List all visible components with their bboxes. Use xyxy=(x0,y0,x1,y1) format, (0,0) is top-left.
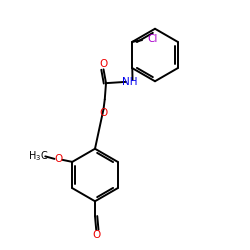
Text: H$_3$C: H$_3$C xyxy=(28,149,49,162)
Text: O: O xyxy=(54,154,63,164)
Text: NH: NH xyxy=(122,77,138,87)
Text: O: O xyxy=(100,59,108,69)
Text: Cl: Cl xyxy=(147,34,158,44)
Text: O: O xyxy=(92,230,100,240)
Text: O: O xyxy=(100,108,108,118)
